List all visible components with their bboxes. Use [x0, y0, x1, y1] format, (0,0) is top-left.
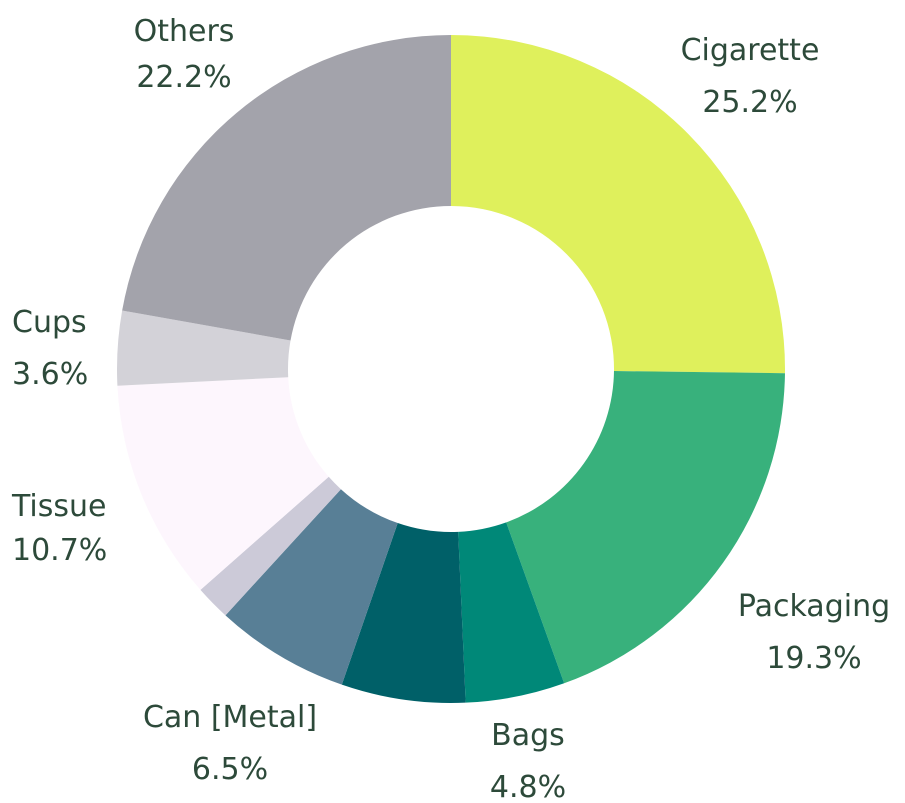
label-can-metal: Can [Metal] 6.5% — [143, 700, 317, 787]
label-bags-value: 4.8% — [490, 770, 566, 803]
slice-cigarette — [451, 35, 785, 374]
donut-slices — [117, 35, 785, 703]
label-cigarette-value: 25.2% — [702, 85, 797, 120]
label-others-value: 22.2% — [136, 60, 231, 95]
slice-cups — [117, 310, 291, 386]
slice-can-metal — [225, 489, 398, 685]
label-cups-name: Cups — [12, 305, 87, 340]
slice-bags — [458, 522, 565, 703]
label-packaging: Packaging 19.3% — [738, 589, 890, 676]
slice-tissue — [117, 377, 329, 590]
label-can-metal-name: Can [Metal] — [143, 700, 317, 735]
label-tissue-value: 10.7% — [12, 533, 107, 568]
label-others: Others 22.2% — [134, 14, 235, 95]
slice-unlabeled-5 — [200, 476, 341, 616]
label-cups: Cups 3.6% — [12, 305, 88, 392]
label-can-metal-value: 6.5% — [192, 752, 268, 787]
label-packaging-value: 19.3% — [766, 641, 861, 676]
slice-others — [122, 35, 451, 341]
label-bags-name: Bags — [491, 718, 565, 753]
label-others-name: Others — [134, 14, 235, 49]
label-cigarette-name: Cigarette — [681, 33, 820, 68]
label-cigarette: Cigarette 25.2% — [681, 33, 820, 120]
label-tissue: Tissue 10.7% — [11, 489, 107, 568]
label-tissue-name: Tissue — [11, 489, 106, 524]
slice-unlabeled-3 — [341, 523, 466, 703]
label-packaging-name: Packaging — [738, 589, 890, 624]
slice-packaging — [506, 371, 785, 684]
label-cups-value: 3.6% — [12, 357, 88, 392]
label-bags: Bags 4.8% — [490, 718, 566, 803]
